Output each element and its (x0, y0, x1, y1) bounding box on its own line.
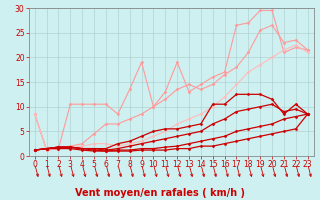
Text: Vent moyen/en rafales ( km/h ): Vent moyen/en rafales ( km/h ) (75, 188, 245, 198)
